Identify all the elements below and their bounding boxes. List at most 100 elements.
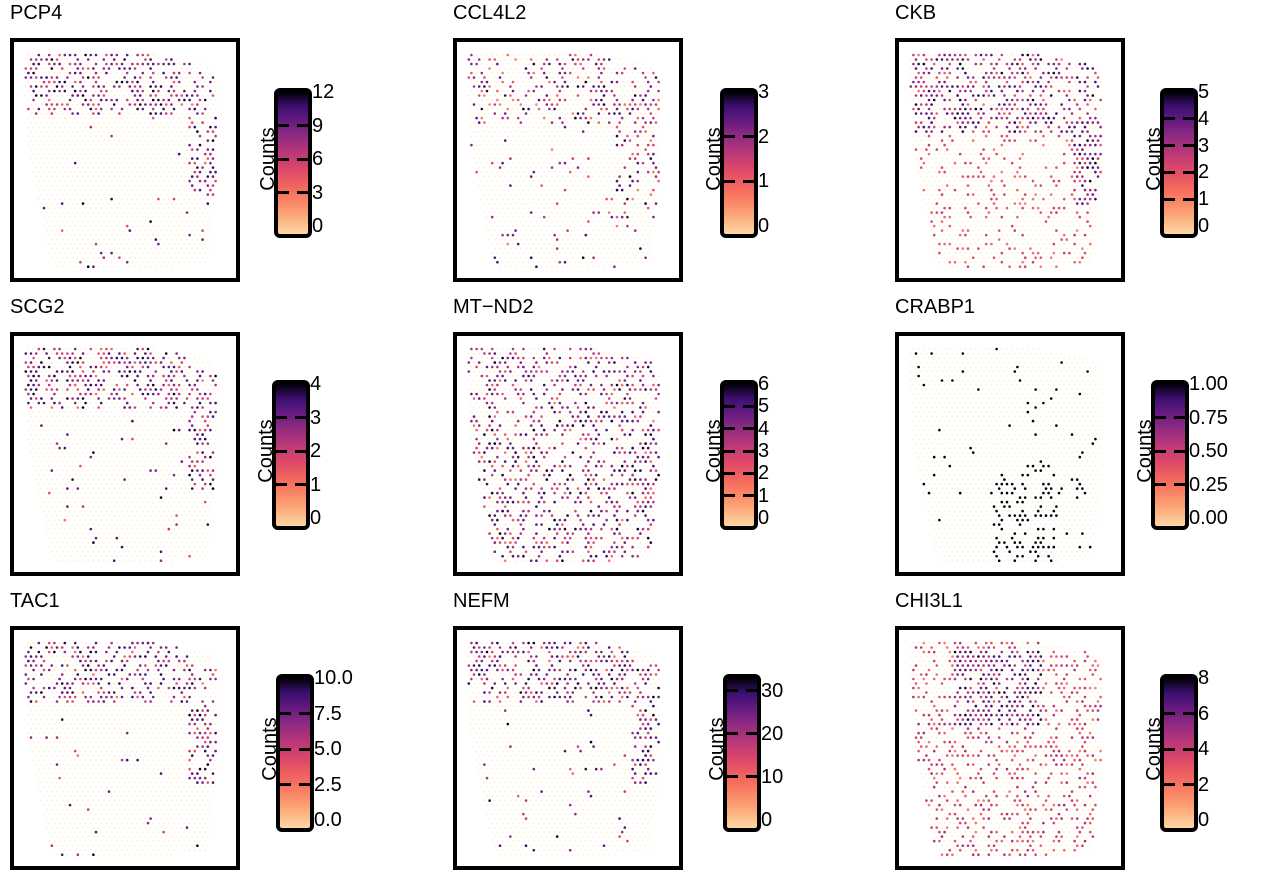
spot [943, 135, 946, 138]
spot [144, 265, 147, 268]
spot [491, 63, 494, 65]
spot [597, 184, 600, 187]
spot [123, 238, 126, 241]
spot [100, 189, 103, 192]
spot [561, 193, 564, 196]
spot [1050, 157, 1053, 160]
spot [1003, 220, 1006, 223]
spot [48, 198, 51, 201]
spot [152, 126, 155, 129]
spot [94, 242, 98, 246]
spot [1023, 256, 1027, 259]
spot [95, 180, 97, 183]
spot [603, 130, 605, 133]
spot [40, 166, 43, 169]
spot [610, 234, 613, 237]
spot [621, 252, 624, 255]
spot [569, 162, 572, 165]
spot [512, 243, 514, 246]
spot [188, 171, 191, 174]
spot [121, 198, 123, 201]
spot [527, 261, 530, 264]
spot [1073, 90, 1076, 92]
spot [1081, 211, 1084, 214]
spot [602, 85, 606, 88]
spot [553, 126, 556, 129]
spot [605, 99, 608, 101]
spot [607, 58, 611, 61]
spot [144, 85, 147, 88]
spot [930, 112, 933, 115]
spot [914, 121, 918, 124]
spot [995, 107, 998, 111]
spot [522, 189, 525, 192]
spot [58, 72, 61, 74]
spot [58, 347, 61, 351]
spot [175, 175, 178, 178]
spot [84, 171, 87, 174]
spot [1073, 216, 1076, 219]
spot [74, 207, 77, 210]
spot [967, 202, 969, 205]
spot [909, 94, 912, 97]
spot [1052, 71, 1056, 75]
spot [584, 243, 587, 246]
spot [188, 198, 191, 201]
spot [946, 265, 949, 268]
spot [652, 81, 655, 83]
spot [1071, 256, 1073, 259]
spot [1045, 130, 1047, 133]
spot [592, 157, 595, 160]
spot [631, 98, 634, 102]
spot [1003, 229, 1006, 232]
spot [555, 202, 559, 205]
spot [61, 76, 64, 79]
spot [623, 166, 627, 169]
spot [1063, 216, 1066, 219]
spot [488, 184, 491, 187]
spot [527, 189, 530, 192]
spot [592, 139, 595, 142]
spot [473, 58, 475, 61]
spot [1019, 229, 1021, 232]
spot [597, 220, 600, 223]
spot [615, 71, 619, 75]
spot [1081, 67, 1084, 70]
spot [501, 116, 504, 120]
spot [193, 99, 196, 101]
spot [84, 72, 87, 74]
spot [980, 207, 982, 210]
spot [935, 157, 938, 160]
spot [636, 99, 639, 101]
spot [113, 130, 116, 133]
spot [1032, 171, 1034, 174]
spot [1029, 103, 1032, 106]
spot [152, 153, 155, 156]
spot [928, 216, 930, 219]
spot [932, 89, 936, 93]
spot [522, 252, 525, 255]
spot [32, 348, 35, 350]
spot [992, 175, 996, 178]
spot [1094, 107, 1097, 111]
spot [946, 229, 949, 232]
spot [953, 107, 957, 111]
spot [646, 152, 650, 156]
spot [626, 215, 629, 219]
spot [1047, 135, 1050, 138]
spot [56, 130, 58, 133]
spot [201, 238, 204, 241]
spot [105, 108, 108, 110]
spot [935, 166, 938, 169]
spot [610, 99, 613, 101]
spot [201, 67, 204, 70]
spot [126, 153, 129, 156]
spot [1019, 148, 1021, 151]
spot [1034, 139, 1037, 142]
colorbar-tick-mark [743, 135, 754, 139]
spot [922, 135, 925, 138]
spot [506, 225, 509, 228]
spot [1005, 107, 1009, 111]
spot [170, 211, 173, 214]
spot [527, 126, 530, 129]
